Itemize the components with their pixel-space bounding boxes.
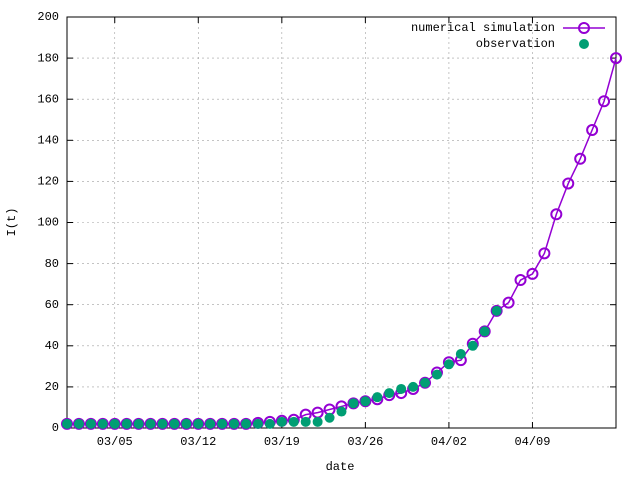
x-tick-label: 03/26 [347,435,383,449]
data-point [205,418,216,429]
data-point [62,418,72,429]
data-point [360,396,371,407]
x-tick-label: 04/02 [431,435,467,449]
legend-marker [578,22,590,34]
data-point [526,267,539,280]
data-point [312,416,323,427]
y-tick-label: 80 [45,257,59,271]
x-tick-label: 03/19 [264,435,300,449]
data-point [396,383,407,394]
data-point [610,52,622,65]
y-tick-label: 20 [45,380,59,394]
data-point [300,416,311,427]
data-point [181,418,192,429]
data-point [372,392,383,403]
data-point [408,381,419,392]
plot-frame [66,16,617,429]
data-point [479,326,490,337]
x-tick-label: 03/12 [180,435,216,449]
data-point [502,296,515,309]
data-point [169,418,180,429]
data-point [467,340,478,351]
data-point [276,416,287,427]
legend-label: numerical simulation [411,21,555,35]
data-point [324,412,335,423]
data-point [598,95,611,108]
data-point [574,152,587,165]
data-point [514,274,527,287]
data-point [384,388,395,399]
y-tick-label: 160 [37,92,59,106]
data-point [97,418,108,429]
data-point [491,305,502,316]
data-point [538,247,551,260]
data-point [336,406,347,417]
data-point [264,418,275,429]
y-tick-label: 40 [45,339,59,353]
data-point [229,418,240,429]
y-axis-label: I(t) [5,208,19,237]
y-tick-label: 60 [45,298,59,312]
x-tick-label: 04/09 [514,435,550,449]
data-point [145,418,156,429]
data-point [455,349,466,360]
data-point [121,418,132,429]
data-point [252,418,263,429]
legend-marker [579,39,589,49]
data-point [133,418,144,429]
data-point [109,418,120,429]
data-point [157,418,168,429]
data-point [443,359,454,370]
data-point [431,369,442,380]
x-axis-label: date [326,460,355,474]
x-tick-label: 03/05 [97,435,133,449]
data-point [241,418,252,429]
series-line [67,57,617,425]
data-point [348,398,359,409]
y-tick-label: 120 [37,175,59,189]
data-point [73,418,84,429]
y-tick-label: 180 [37,51,59,65]
data-point [288,416,299,427]
data-point [420,377,431,388]
y-tick-label: 200 [37,10,59,24]
data-point [193,418,204,429]
legend-label: observation [476,37,555,51]
data-point [217,418,228,429]
y-tick-label: 140 [37,133,59,147]
data-point [85,418,96,429]
data-point [562,177,575,190]
data-point [550,208,563,221]
data-point [586,124,599,137]
y-tick-label: 100 [37,216,59,230]
y-tick-label: 0 [52,421,59,435]
